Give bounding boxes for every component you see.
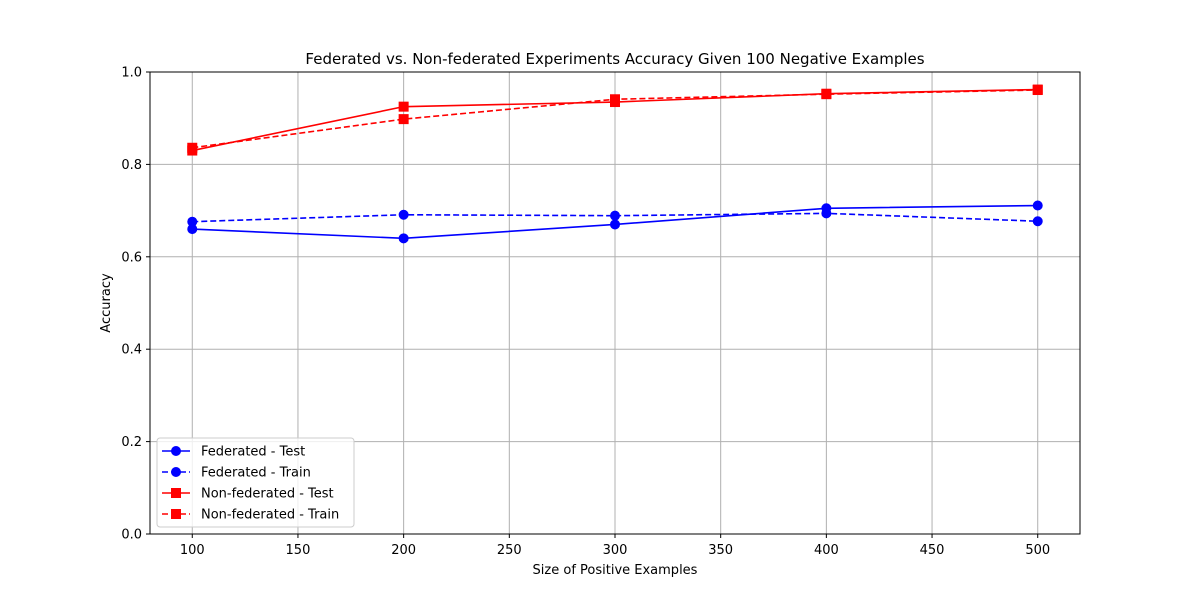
data-point	[187, 216, 198, 227]
y-tick-label: 0.0	[121, 528, 142, 543]
x-tick-label: 400	[814, 543, 839, 558]
data-point	[1032, 200, 1043, 211]
x-axis-label: Size of Positive Examples	[533, 563, 698, 578]
legend-entry: Federated - Train	[162, 466, 311, 481]
x-tick-label: 500	[1025, 543, 1050, 558]
y-axis-label: Accuracy	[99, 273, 114, 333]
data-point	[398, 209, 409, 220]
x-tick-label: 250	[497, 543, 522, 558]
legend-label: Non-federated - Train	[201, 508, 339, 523]
chart-title: Federated vs. Non-federated Experiments …	[305, 50, 924, 68]
x-tick-label: 150	[286, 543, 311, 558]
data-point	[1032, 85, 1043, 96]
x-tick-label: 100	[180, 543, 205, 558]
legend-entry: Federated - Test	[162, 445, 305, 460]
legend-entry: Non-federated - Test	[162, 487, 334, 502]
legend-marker-swatch	[171, 467, 181, 477]
legend-label: Federated - Test	[201, 445, 305, 460]
data-point	[398, 114, 409, 125]
x-tick-label: 350	[708, 543, 733, 558]
data-point	[610, 210, 620, 221]
y-tick-label: 0.8	[121, 158, 142, 173]
data-point	[187, 142, 198, 153]
series-0	[187, 200, 1043, 244]
y-tick-label: 1.0	[121, 66, 142, 81]
legend-entry: Non-federated - Train	[162, 508, 339, 523]
data-point	[398, 233, 409, 244]
data-point	[610, 219, 620, 230]
legend-marker-swatch	[171, 488, 181, 498]
y-tick-label: 0.4	[121, 343, 142, 358]
y-tick-label: 0.2	[121, 435, 142, 450]
legend-marker-swatch	[171, 446, 181, 456]
x-tick-label: 200	[391, 543, 416, 558]
series-1	[187, 208, 1043, 227]
legend-box	[156, 437, 355, 528]
series-line	[192, 212, 1038, 223]
x-tick-label: 300	[603, 543, 628, 558]
y-tick-label: 0.6	[121, 250, 142, 265]
series-3	[187, 85, 1043, 153]
legend-marker-swatch	[171, 509, 181, 519]
legend: Federated - Test Federated - Train Non-fed…	[156, 437, 355, 528]
data-point	[821, 208, 832, 219]
axis-ticks: 100 150 200 250 300 350 400 450 500 0.0 0.2 0.4 0.6 0…	[121, 66, 1050, 559]
legend-label: Federated - Train	[201, 466, 311, 481]
data-point	[610, 94, 620, 105]
series-lines	[187, 84, 1043, 244]
legend-label: Non-federated - Test	[201, 487, 334, 502]
data-point	[398, 101, 409, 112]
data-point	[821, 89, 832, 100]
x-tick-label: 450	[920, 543, 945, 558]
data-point	[1032, 216, 1043, 227]
